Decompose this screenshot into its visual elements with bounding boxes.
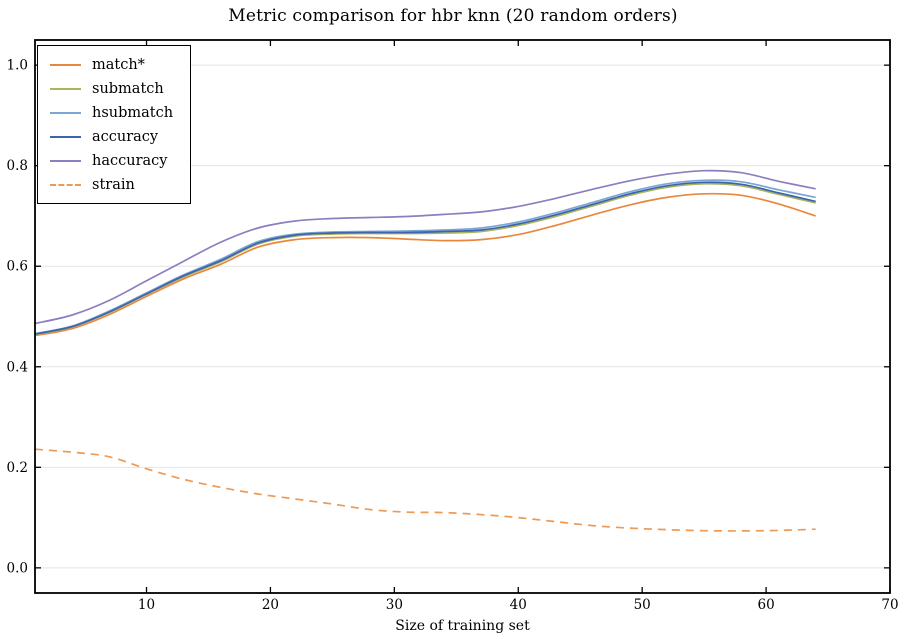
legend-label: haccuracy: [92, 153, 168, 169]
legend-item-match: match*: [38, 53, 190, 77]
series-line-haccuracy: [34, 169, 816, 325]
legend-label: hsubmatch: [92, 105, 174, 121]
x-tick-label: 40: [510, 597, 527, 613]
x-axis-label: Size of training set: [395, 618, 530, 634]
series-line-hsubmatch: [34, 179, 816, 335]
x-tick-label: 20: [262, 597, 279, 613]
legend-label: accuracy: [92, 129, 159, 145]
y-tick-label: 0.0: [7, 560, 28, 576]
y-tick-label: 0.2: [7, 460, 28, 476]
series-line-strain: [34, 448, 816, 532]
legend-line-sample: [50, 64, 81, 66]
y-tick-label: 0.4: [7, 359, 28, 375]
legend-item-haccuracy: haccuracy: [38, 149, 190, 173]
legend-line-sample: [50, 184, 81, 186]
y-tick-label: 0.6: [7, 259, 28, 275]
legend-item-hsubmatch: hsubmatch: [38, 101, 190, 125]
x-tick-label: 30: [386, 597, 403, 613]
series-line-match: [34, 192, 816, 337]
legend-label: submatch: [92, 81, 164, 97]
series-line-accuracy: [34, 181, 816, 335]
legend-line-sample: [50, 136, 81, 138]
x-tick-label: 70: [881, 597, 898, 613]
chart-title: Metric comparison for hbr knn (20 random…: [228, 6, 678, 26]
y-tick-label: 1.0: [7, 58, 28, 74]
x-tick-label: 50: [634, 597, 651, 613]
legend-label: match*: [92, 57, 145, 73]
series-line-submatch: [34, 182, 816, 336]
y-tick-label: 0.8: [7, 158, 28, 174]
legend-line-sample: [50, 112, 81, 114]
legend-item-strain: strain: [38, 173, 190, 197]
x-tick-label: 10: [138, 597, 155, 613]
x-tick-label: 60: [757, 597, 774, 613]
plot-border: [34, 39, 891, 594]
legend-item-accuracy: accuracy: [38, 125, 190, 149]
legend-item-submatch: submatch: [38, 77, 190, 101]
legend-label: strain: [92, 177, 135, 193]
legend: match* submatch hsubmatch accuracy haccuracy…: [37, 45, 191, 204]
legend-line-sample: [50, 160, 81, 162]
legend-line-sample: [50, 88, 81, 90]
